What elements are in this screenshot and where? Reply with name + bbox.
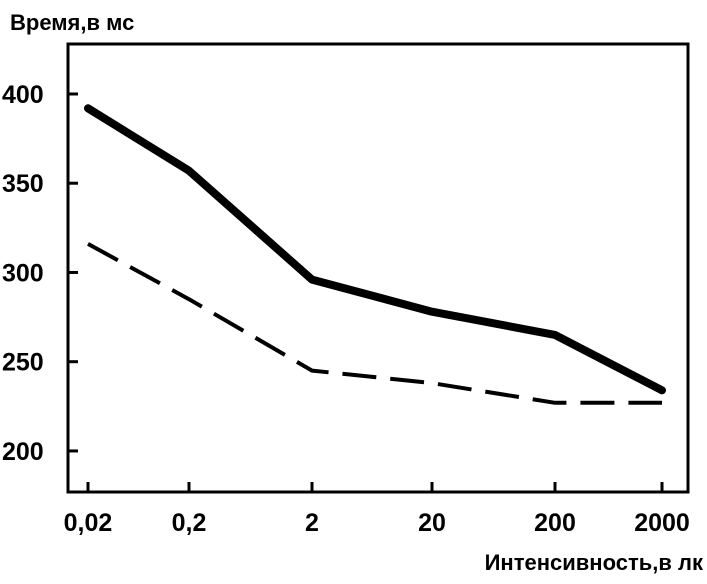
y-tick-label: 250 — [2, 349, 44, 377]
y-tick-label: 300 — [2, 259, 44, 287]
series-line-dashed — [87, 242, 662, 405]
x-tick-label: 20 — [418, 509, 446, 537]
y-tick-label: 350 — [2, 170, 44, 198]
y-tick-label: 400 — [2, 81, 44, 109]
y-axis-label: Время,в мс — [10, 10, 134, 35]
x-tick-label: 0,2 — [172, 509, 207, 537]
plot-frame — [66, 42, 690, 494]
y-tick-label: 200 — [2, 438, 44, 466]
x-axis-label: Интенсивность,в лк — [485, 550, 704, 575]
x-tick-label: 0,02 — [64, 509, 113, 537]
x-tick-label: 2 — [305, 509, 319, 537]
x-tick-label: 200 — [534, 509, 576, 537]
x-tick-label: 2000 — [634, 509, 690, 537]
series-line-solid — [84, 104, 666, 395]
